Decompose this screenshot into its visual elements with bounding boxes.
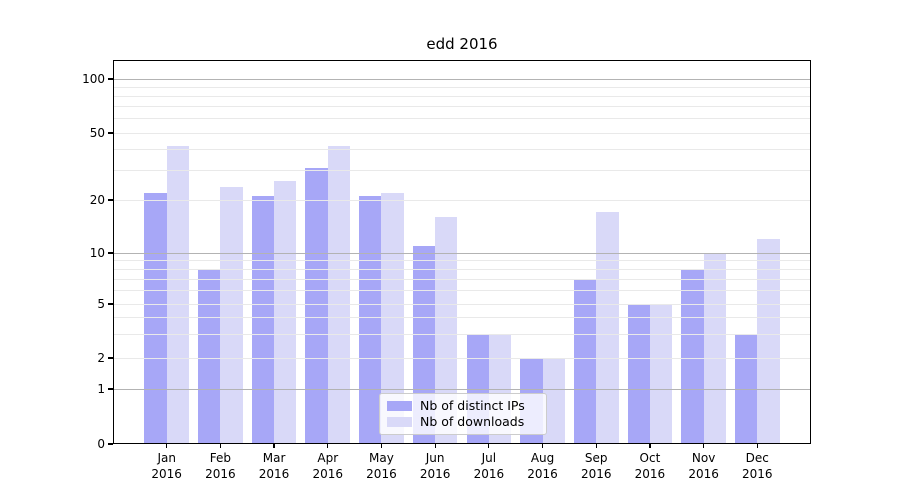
legend-label-distinct-ips: Nb of distinct IPs [420, 398, 525, 413]
x-tick-jan [166, 444, 168, 448]
x-tick-label-nov: Nov 2016 [688, 451, 719, 481]
y-tick-label-2: 2 [97, 351, 105, 365]
gridline-minor-40 [113, 148, 811, 150]
gridline-minor-2 [113, 357, 811, 359]
gridline-minor-8 [113, 268, 811, 270]
x-tick-jun [434, 444, 436, 448]
y-tick-label-50: 50 [89, 126, 105, 140]
x-tick-label-jun: Jun 2016 [419, 451, 451, 481]
x-tick-sep [595, 444, 597, 448]
gridline-minor-5 [113, 303, 811, 305]
bar-nb-of-distinct-ips-may [359, 196, 382, 444]
y-tick-label-1: 1 [97, 382, 105, 396]
gridline-minor-90 [113, 86, 811, 88]
y-tick-2 [108, 357, 113, 359]
legend-item-distinct-ips: Nb of distinct IPs [387, 398, 537, 414]
gridline-minor-9 [113, 260, 811, 262]
bar-nb-of-downloads-apr [327, 145, 351, 444]
x-tick-label-apr: Apr 2016 [312, 451, 344, 481]
chart-title: edd 2016 [426, 35, 498, 53]
x-tick-jul [488, 444, 490, 448]
bar-nb-of-distinct-ips-sep [573, 279, 597, 444]
legend-label-downloads: Nb of downloads [420, 414, 525, 429]
bar-nb-of-downloads-jun [435, 217, 458, 444]
x-tick-apr [327, 444, 329, 448]
gridline-minor-20 [113, 199, 811, 201]
y-tick-label-0: 0 [97, 437, 105, 451]
x-tick-label-aug: Aug 2016 [527, 451, 558, 481]
gridline-minor-3 [113, 333, 811, 335]
bar-nb-of-downloads-feb [220, 186, 243, 444]
x-tick-label-jan: Jan 2016 [151, 451, 182, 481]
x-tick-oct [649, 444, 651, 448]
legend-swatch-downloads [387, 417, 412, 427]
bar-nb-of-distinct-ips-oct [627, 304, 650, 444]
y-tick-20 [108, 199, 113, 201]
gridline-minor-70 [113, 106, 811, 108]
x-tick-may [380, 444, 383, 448]
y-tick-label-10: 10 [89, 246, 105, 260]
bar-nb-of-distinct-ips-mar [251, 196, 275, 444]
gridline-major-100 [113, 78, 811, 80]
y-tick-5 [108, 303, 113, 305]
bar-nb-of-downloads-aug [542, 358, 565, 444]
y-tick-label-20: 20 [89, 193, 105, 207]
x-tick-aug [541, 444, 544, 448]
y-tick-50 [108, 132, 113, 134]
gridline-minor-30 [113, 169, 811, 171]
x-tick-label-oct: Oct 2016 [634, 451, 666, 481]
y-tick-10 [108, 252, 113, 254]
y-tick-label-5: 5 [97, 297, 105, 311]
gridline-minor-80 [113, 95, 811, 97]
bar-nb-of-downloads-jan [166, 145, 189, 444]
gridline-minor-7 [113, 278, 811, 280]
bar-nb-of-distinct-ips-feb [198, 269, 221, 444]
legend-item-downloads: Nb of downloads [387, 414, 537, 430]
x-tick-nov [703, 444, 705, 448]
bar-nb-of-distinct-ips-apr [305, 167, 328, 444]
x-tick-label-sep: Sep 2016 [580, 451, 612, 481]
bar-nb-of-distinct-ips-nov [681, 269, 704, 444]
bar-nb-of-downloads-may [381, 193, 404, 444]
x-tick-label-feb: Feb 2016 [205, 451, 236, 481]
gridline-minor-6 [113, 290, 811, 292]
gridline-minor-50 [113, 132, 811, 134]
y-tick-100 [108, 78, 113, 80]
x-tick-label-jul: Jul 2016 [473, 451, 505, 481]
x-tick-mar [273, 444, 275, 448]
x-tick-label-may: May 2016 [366, 451, 397, 481]
bar-nb-of-downloads-sep [596, 212, 619, 444]
legend: Nb of distinct IPs Nb of downloads [379, 393, 547, 435]
bar-nb-of-distinct-ips-jan [144, 193, 167, 444]
bar-nb-of-downloads-mar [274, 180, 297, 444]
gridline-minor-4 [113, 316, 811, 318]
x-tick-feb [219, 444, 221, 448]
y-tick-label-100: 100 [82, 72, 105, 86]
bar-nb-of-downloads-nov [703, 253, 726, 444]
y-tick-1 [108, 388, 113, 390]
x-tick-label-mar: Mar 2016 [258, 451, 290, 481]
bar-nb-of-downloads-oct [649, 304, 673, 444]
gridline-major-10 [113, 252, 811, 254]
legend-swatch-distinct-ips [387, 401, 412, 411]
x-tick-label-dec: Dec 2016 [742, 451, 773, 481]
x-tick-dec [756, 444, 758, 448]
y-tick-0 [108, 443, 113, 445]
gridline-minor-60 [113, 118, 811, 120]
gridline-major-1 [113, 388, 811, 390]
